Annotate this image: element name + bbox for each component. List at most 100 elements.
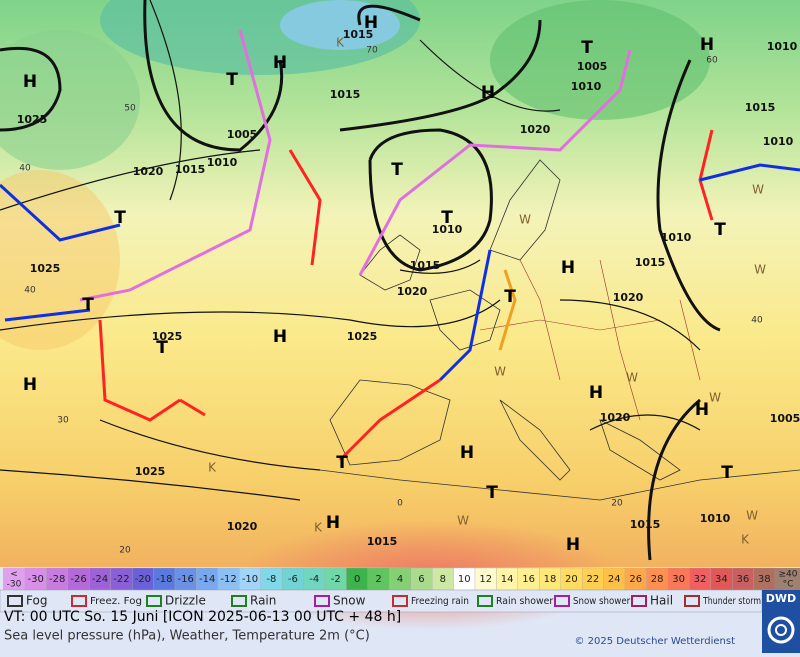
legend-label: Freezing rain [411,596,469,607]
pressure-label: 1025 [135,465,166,478]
low-pressure: T [82,295,94,315]
weather-w: W [519,213,531,227]
scale-cell [775,568,800,590]
scale-value: 6 [418,574,424,585]
isotherm-label: 0 [397,499,403,509]
temperature-scale: <-30 -30 -28 -26 -24 -22 -20 -18 -16 -14 -12 -10 -8-… [3,567,800,591]
pressure-label: 1010 [571,80,602,93]
isotherm-label: 40 [24,286,36,296]
description: Sea level pressure (hPa), Weather, Tempe… [4,629,370,644]
high-pressure: H [326,513,340,533]
scale-value: -18 [156,574,172,585]
pressure-label: 1015 [175,163,206,176]
isotherm-label: 50 [124,104,136,114]
high-pressure: H [700,35,714,55]
legend: Fog Freez. Fog Drizzle Rain Snow Freezing rai… [0,589,763,613]
low-pressure: T [391,160,403,180]
map: 1015101510251005101010151020102010101005… [0,0,800,630]
weather-k: K [336,36,345,50]
legend-icon [631,595,647,607]
scale-value: 34 [715,574,728,585]
legend-icon [554,595,570,607]
copyright: © 2025 Deutscher Wetterdienst [574,636,735,647]
weather-w: W [746,509,758,523]
scale-value: -8 [266,574,276,585]
high-pressure: H [695,400,709,420]
legend-icon [71,595,87,607]
scale-value: 20 [565,574,578,585]
low-pressure: T [714,220,726,240]
scale-value: 16 [522,574,535,585]
pressure-label: 1010 [700,512,731,525]
pressure-label: 1015 [745,101,776,114]
isotherm-label: 40 [19,164,31,174]
pressure-label: 1005 [227,128,258,141]
pressure-label: 1020 [613,291,644,304]
pressure-label: 1020 [520,123,551,136]
scale-value: 18 [544,574,557,585]
legend-label: Snow [333,594,366,608]
legend-label: Freez. Fog [90,596,142,607]
weather-w: W [626,371,638,385]
low-pressure: T [226,70,238,90]
pressure-label: 1015 [330,88,361,101]
scale-low-label: < [10,570,18,580]
scale-value: 12 [479,574,492,585]
pressure-label: 1020 [227,520,258,533]
high-pressure: H [589,383,603,403]
low-pressure: T [114,208,126,228]
weather-w: W [457,514,469,528]
low-pressure: T [504,287,516,307]
pressure-label: 1010 [432,223,463,236]
weather-k: K [314,521,323,535]
scale-value: 24 [608,574,621,585]
scale-value: -30 [28,574,44,585]
scale-value: 30 [672,574,685,585]
pressure-label: 1025 [347,330,378,343]
scale-value: -6 [288,574,298,585]
scale-value: 10 [458,574,471,585]
scale-value: 22 [586,574,599,585]
scale-high-label: °C [783,580,794,590]
scale-low-label: -30 [7,580,22,590]
low-pressure: T [721,463,733,483]
low-pressure: T [336,453,348,473]
weather-w: W [709,391,721,405]
legend-icon [231,595,247,607]
pressure-label: 1020 [397,285,428,298]
footer: VT: 00 UTC So. 15 Juni [ICON 2025-06-13 … [4,590,800,653]
scale-value: -4 [309,574,319,585]
valid-time: VT: 00 UTC So. 15 Juni [ICON 2025-06-13 … [4,609,401,625]
legend-label: Rain shower [496,596,554,607]
pressure-label: 1005 [577,60,608,73]
pressure-label: 1010 [207,156,238,169]
high-pressure: H [460,443,474,463]
legend-icon [392,595,408,607]
scale-value: 2 [375,574,381,585]
isotherm-label: 40 [751,316,763,326]
pressure-label: 1015 [410,259,441,272]
scale-value: -14 [199,574,215,585]
isotherm-label: 20 [119,546,131,556]
pressure-label: 1025 [30,262,61,275]
weather-k: K [208,461,217,475]
high-pressure: H [481,83,495,103]
legend-label: Fog [26,594,47,608]
scale-high-label: ≥40 [779,570,798,580]
scale-value: 14 [501,574,514,585]
legend-label: Thunder storm [702,596,761,607]
pressure-label: 1010 [767,40,798,53]
weather-w: W [754,263,766,277]
legend-icon [684,595,700,607]
scale-value: 8 [440,574,446,585]
legend-icon [146,595,162,607]
weather-w: W [494,365,506,379]
pressure-label: 1025 [17,113,48,126]
pressure-label: 1015 [343,28,374,41]
low-pressure: T [441,208,453,228]
high-pressure: H [566,535,580,555]
pressure-label: 1010 [661,231,692,244]
scale-value: -10 [242,574,258,585]
pressure-label: 1010 [763,135,794,148]
